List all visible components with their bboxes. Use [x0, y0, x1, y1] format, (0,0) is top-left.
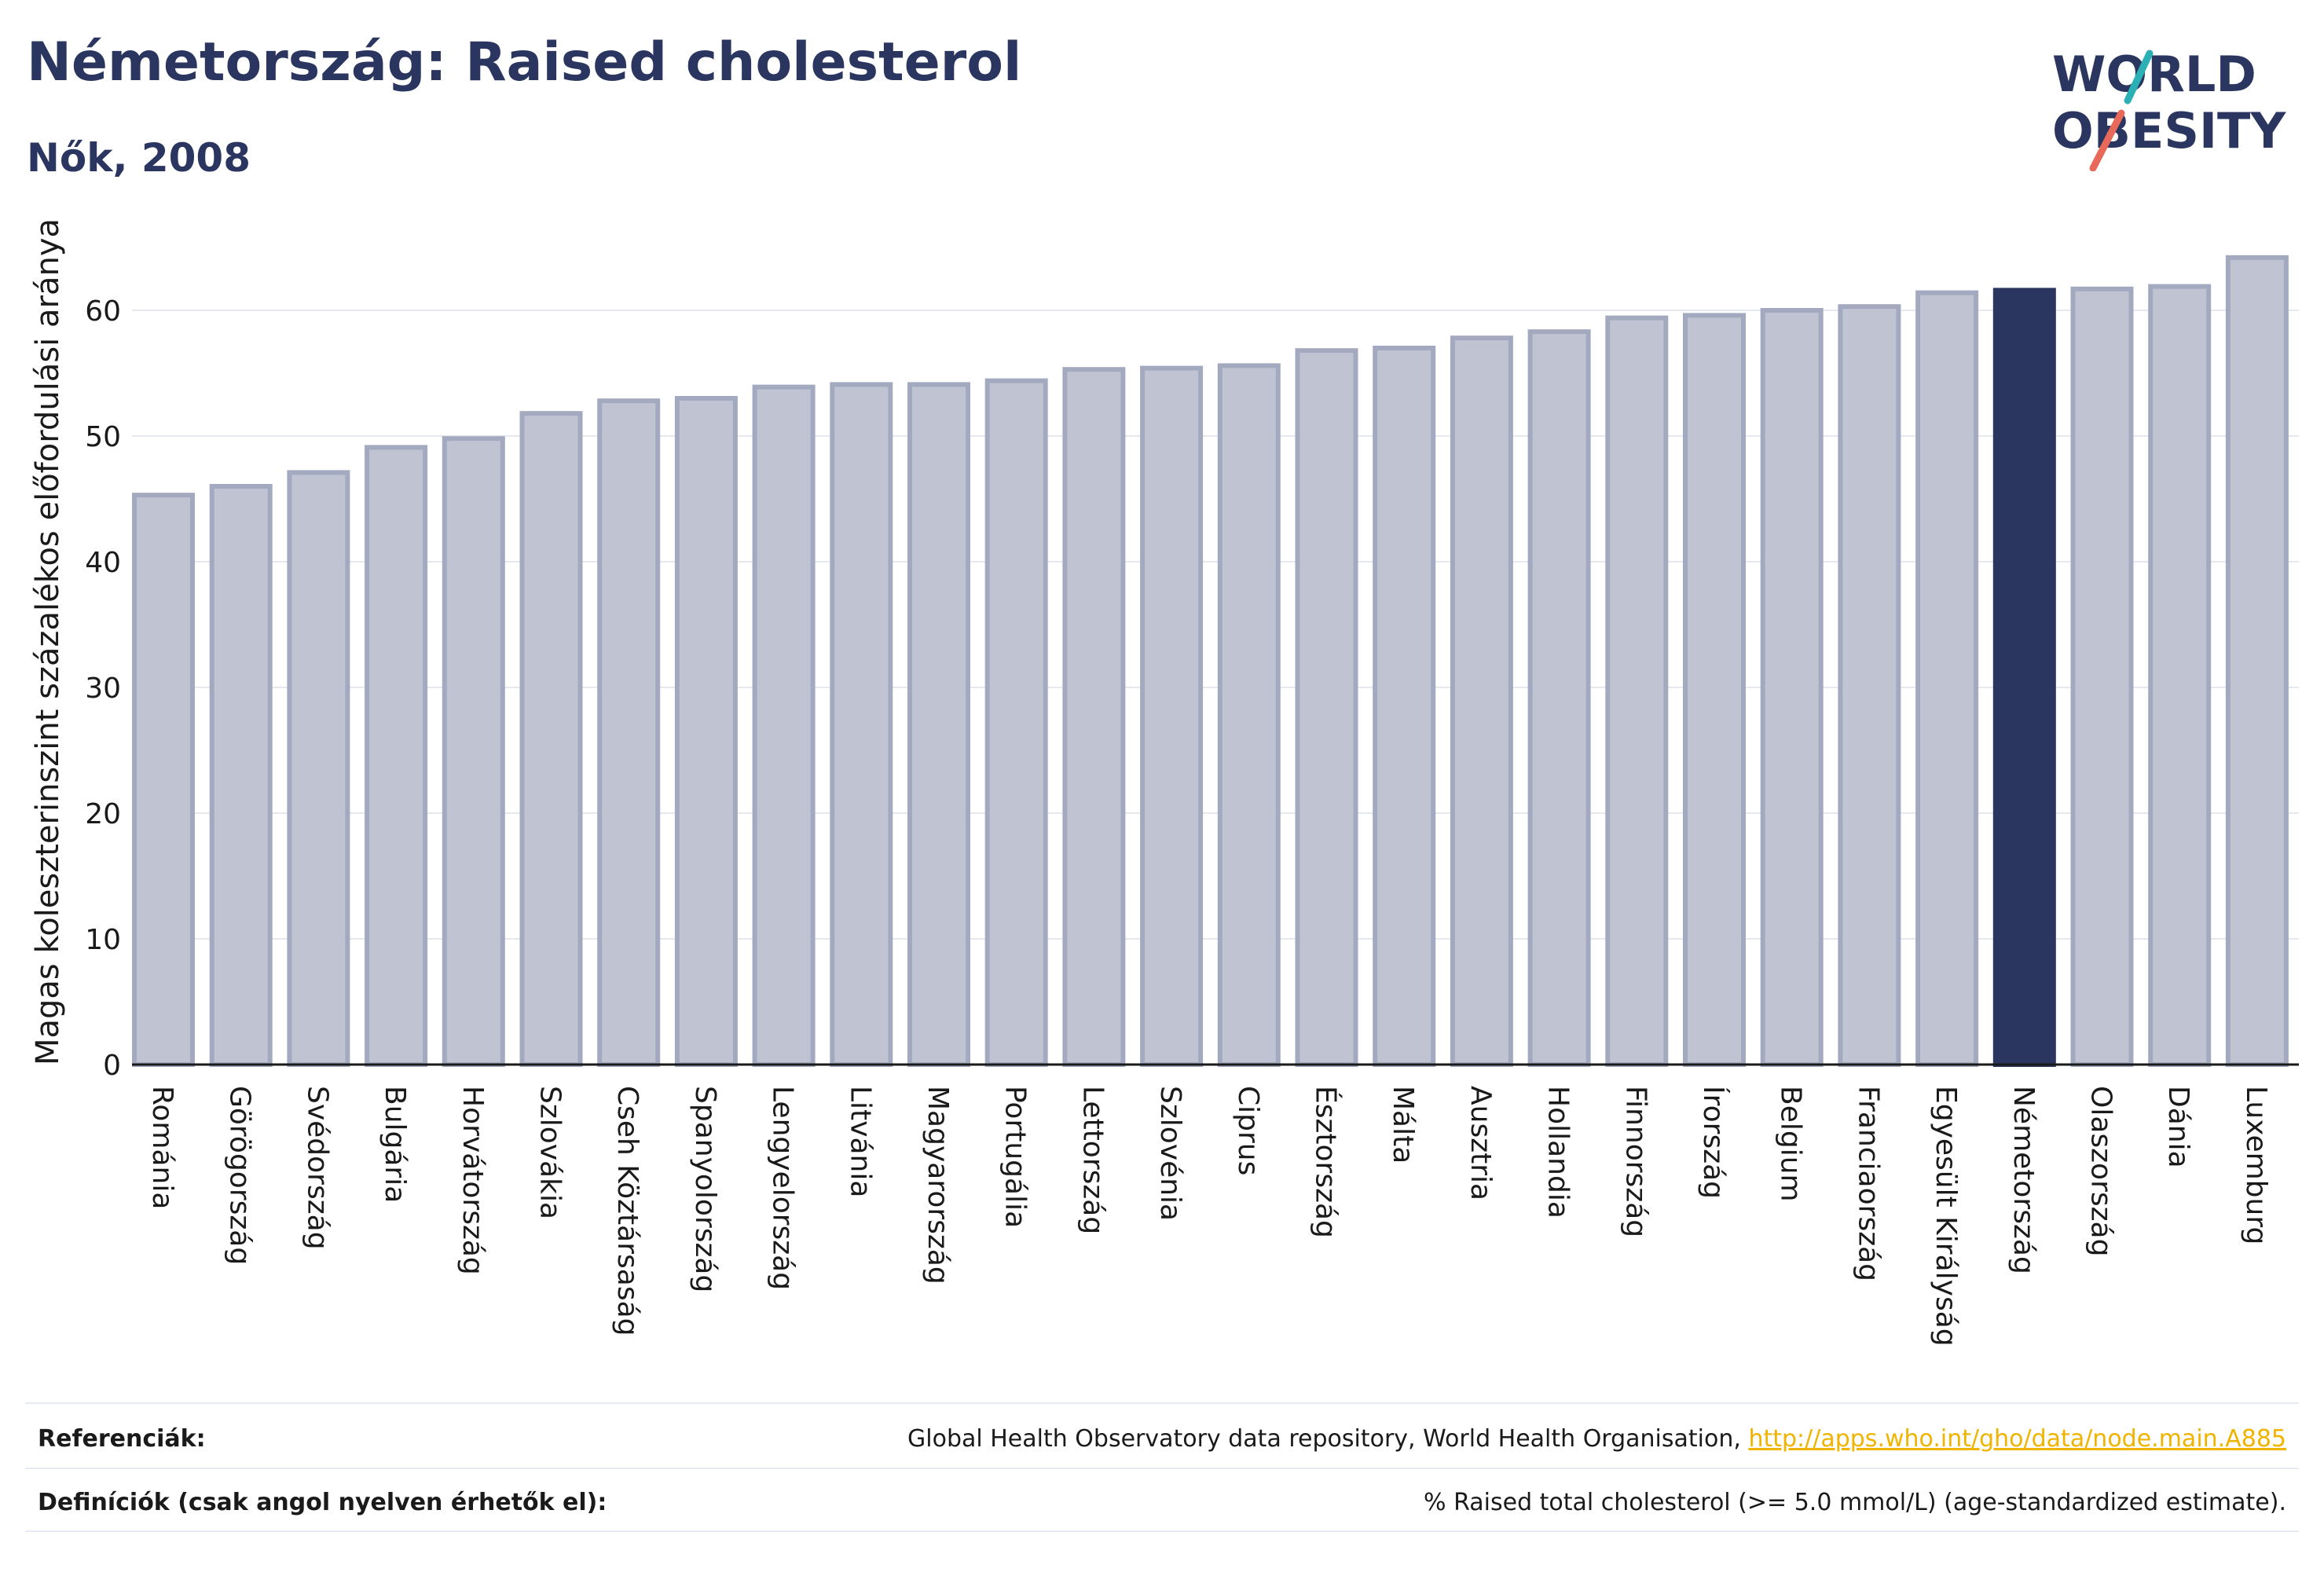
x-tick-label: Dánia: [2162, 1086, 2194, 1168]
bar: [1760, 308, 1824, 1067]
references-link[interactable]: http://apps.who.int/gho/data/node.main.A…: [1748, 1425, 2286, 1453]
references-label: Referenciák:: [38, 1425, 206, 1453]
bar: [907, 382, 970, 1067]
x-tick-label: Portugália: [999, 1086, 1032, 1228]
y-tick-label: 20: [85, 798, 121, 830]
bar: [365, 445, 428, 1067]
x-tick-label: Cseh Köztársaság: [611, 1086, 643, 1336]
x-tick-label: Hollandia: [1542, 1086, 1574, 1219]
bar: [209, 484, 273, 1067]
logo-line1: WORLD: [2052, 46, 2256, 103]
x-tick-label: Horvátország: [456, 1086, 489, 1275]
x-tick-label: Írország: [1697, 1086, 1730, 1199]
x-tick-label: Ausztria: [1464, 1086, 1497, 1200]
y-axis-label: Magas koleszterinszint százalékos előfor…: [30, 218, 66, 1065]
bar: [984, 378, 1048, 1068]
bar: [1838, 304, 1901, 1067]
references-source: Global Health Observatory data repositor…: [907, 1425, 1749, 1453]
bar: [752, 384, 816, 1068]
x-tick-label: Málta: [1387, 1086, 1419, 1164]
x-tick-label: Franciaország: [1852, 1086, 1884, 1281]
x-tick-label: Németország: [2007, 1086, 2040, 1274]
bar: [1683, 313, 1746, 1067]
bar: [674, 396, 738, 1067]
x-tick-label: Görögország: [224, 1086, 256, 1265]
chart-subtitle: Nők, 2008: [27, 135, 251, 181]
bar: [597, 398, 661, 1067]
x-tick-label: Luxemburg: [2240, 1086, 2272, 1244]
bar: [1140, 365, 1204, 1068]
footer-divider-top: [25, 1402, 2299, 1404]
x-tick-label: Szlovákia: [534, 1086, 566, 1219]
y-ticks-layer: 0 10 20 30 40 50 60: [85, 295, 121, 1082]
x-tick-label: Spanyolország: [689, 1086, 721, 1292]
logo-slash-coral: [2089, 109, 2125, 171]
y-tick-label: 40: [85, 547, 121, 579]
x-tick-label: Olaszország: [2085, 1086, 2117, 1256]
bar: [1450, 335, 1513, 1067]
x-tick-label: Lettország: [1076, 1086, 1109, 1234]
footer-divider-middle: [25, 1468, 2299, 1469]
bar: [287, 470, 350, 1067]
bar: [2148, 284, 2212, 1068]
world-obesity-logo: WORLD OBESITY: [2052, 46, 2286, 171]
x-tick-label: Észtország: [1310, 1086, 1343, 1238]
bar: [1527, 329, 1591, 1067]
references-text: Global Health Observatory data repositor…: [907, 1425, 2286, 1453]
x-labels-layer: Románia Görögország Svédország Bulgária Horv…: [146, 1086, 2272, 1347]
y-tick-label: 60: [85, 295, 121, 328]
x-tick-label: Ciprus: [1232, 1086, 1264, 1175]
logo-slash-teal: [2124, 49, 2154, 104]
bars-layer: [132, 255, 2289, 1068]
bar: [1062, 367, 1126, 1067]
bar: [1373, 346, 1436, 1067]
x-tick-label: Belgium: [1775, 1086, 1807, 1202]
y-tick-label: 30: [85, 673, 121, 705]
logo-line2: OBESITY: [2052, 102, 2286, 159]
bar: [830, 382, 893, 1067]
x-tick-label: Egyesült Királyság: [1930, 1086, 1962, 1347]
x-tick-label: Svédország: [301, 1086, 333, 1250]
bar-chart: 0 10 20 30 40 50 60 Románia Görögország Svédorsz…: [30, 218, 2299, 1347]
y-tick-label: 10: [85, 924, 121, 956]
bar: [132, 493, 195, 1067]
chart-title: Németország: Raised cholesterol: [27, 31, 1022, 93]
y-tick-label: 0: [103, 1050, 121, 1082]
bar: [519, 411, 583, 1067]
bar: [442, 436, 505, 1067]
footer-divider-bottom: [25, 1530, 2299, 1532]
bar: [2225, 255, 2289, 1067]
definitions-text: % Raised total cholesterol (>= 5.0 mmol/…: [1424, 1489, 2286, 1516]
x-tick-label: Finnország: [1619, 1086, 1651, 1237]
x-tick-label: Bulgária: [379, 1086, 411, 1203]
bar: [1915, 290, 1979, 1068]
bar: [1605, 315, 1669, 1068]
bar: [2070, 286, 2134, 1067]
bar: [1295, 348, 1358, 1067]
y-tick-label: 50: [85, 421, 121, 453]
bar: [1217, 363, 1281, 1067]
x-tick-label: Magyarország: [922, 1086, 954, 1285]
x-tick-label: Litvánia: [844, 1086, 876, 1197]
x-tick-label: Lengyelország: [767, 1086, 799, 1290]
x-tick-label: Románia: [146, 1086, 178, 1209]
bar-highlighted: [1992, 288, 2056, 1067]
definitions-label: Definíciók (csak angol nyelven érhetők e…: [38, 1489, 607, 1516]
x-tick-label: Szlovénia: [1154, 1086, 1186, 1221]
